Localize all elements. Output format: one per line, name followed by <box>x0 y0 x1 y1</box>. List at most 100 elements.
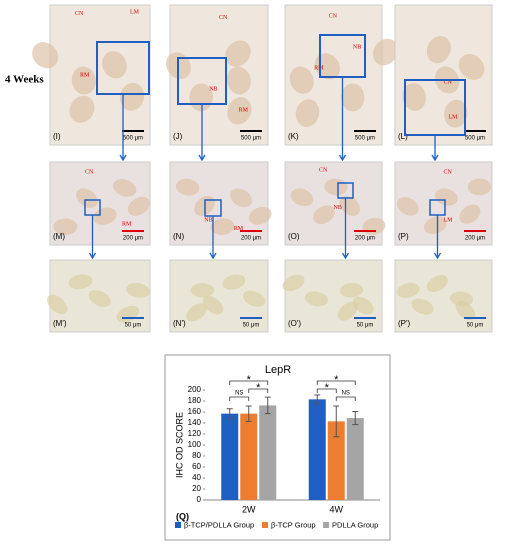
annotation: CN <box>444 79 453 85</box>
micrograph <box>169 4 269 146</box>
arrow-head <box>433 252 442 260</box>
tissue <box>396 282 420 298</box>
tissue <box>372 38 398 66</box>
annotation: CN <box>75 11 84 17</box>
tissue <box>424 216 447 234</box>
significance: * <box>247 374 252 386</box>
annotation: RM <box>234 226 244 232</box>
error-bar <box>314 394 321 405</box>
tissue <box>426 274 448 293</box>
tissue <box>337 301 358 321</box>
panel-label: (Q) <box>176 511 189 521</box>
tissue <box>467 178 492 196</box>
tissue <box>76 188 98 208</box>
tissue <box>71 66 96 95</box>
scale-text: 200 μm <box>355 236 375 242</box>
arrow-head <box>119 154 127 162</box>
scale-text: 500 μm <box>241 136 261 142</box>
tissue <box>455 300 476 321</box>
arrow-head <box>338 154 347 162</box>
tissue <box>47 294 68 315</box>
bracket <box>316 388 337 393</box>
scale-text: 200 μm <box>241 236 261 242</box>
error-bar <box>264 396 271 415</box>
tissue <box>402 83 426 111</box>
tissue <box>175 178 200 196</box>
tissue <box>444 99 468 128</box>
annotation: CN <box>85 169 94 175</box>
tissue <box>126 282 150 298</box>
tissue <box>289 66 314 94</box>
tissue <box>426 36 451 64</box>
scale-text: 500 μm <box>465 136 485 142</box>
tissue <box>230 188 252 208</box>
panel-label: (P') <box>398 319 411 328</box>
significance: * <box>325 382 330 394</box>
annotation: LM <box>444 217 454 223</box>
tissue <box>68 274 93 290</box>
bracket <box>229 380 269 385</box>
annotation: CN <box>319 168 328 174</box>
scale-text: 500 μm <box>123 136 143 142</box>
error-bar <box>245 405 252 422</box>
tissue <box>314 53 341 80</box>
y-tick-label: 160 <box>188 407 202 416</box>
tissue <box>210 218 235 235</box>
x-tick-label: 2W <box>242 504 256 514</box>
bracket <box>335 396 356 401</box>
tissue <box>304 291 328 307</box>
error-bar <box>226 408 233 420</box>
x-tick-label: 4W <box>330 504 344 514</box>
scale-text: 200 μm <box>465 236 485 242</box>
scale-text: 50 μm <box>357 323 374 329</box>
significance: NS <box>342 391 350 397</box>
annotation: LM <box>448 114 458 120</box>
panel-label: (N') <box>173 319 186 328</box>
tissue <box>282 274 305 292</box>
tissue <box>225 40 251 67</box>
panel-label: (O) <box>288 232 300 241</box>
scale-text: 50 μm <box>467 323 484 329</box>
y-tick-label: 200 <box>188 385 202 394</box>
annotation: RM <box>80 72 90 78</box>
scale-text: 200 μm <box>123 236 143 242</box>
arrow-head <box>431 154 439 162</box>
micrograph <box>49 4 151 146</box>
tissue <box>339 283 364 298</box>
tissue <box>222 274 246 290</box>
tissue <box>459 204 481 224</box>
bar <box>221 413 239 500</box>
y-axis-label: IHC OD SCORE <box>174 412 184 478</box>
annotation: NB <box>334 205 342 211</box>
annotation: RM <box>239 107 249 113</box>
bar <box>259 405 277 500</box>
bracket <box>229 396 250 401</box>
legend-label: β-TCP/PDLLA Group <box>184 520 254 529</box>
bar <box>240 413 258 500</box>
legend-swatch <box>323 522 329 528</box>
tissue <box>411 298 434 315</box>
tissue <box>202 295 224 315</box>
tissue <box>295 99 320 127</box>
bar <box>346 418 364 500</box>
tissue <box>242 290 266 307</box>
tissue <box>88 290 111 307</box>
tissue <box>434 188 458 206</box>
tissue <box>290 188 314 207</box>
significance: * <box>334 374 339 386</box>
bracket <box>248 388 269 393</box>
panel-label: (M) <box>53 232 65 241</box>
tissue <box>339 196 360 216</box>
annotation: NB <box>204 217 212 223</box>
legend-label: β-TCP Group <box>271 520 316 529</box>
bar <box>327 421 345 500</box>
annotation: RM <box>122 222 132 228</box>
micrograph <box>284 259 383 333</box>
tissue <box>352 296 374 315</box>
annotation: CN <box>329 14 338 20</box>
panel-label: (L) <box>398 132 408 141</box>
y-tick-label: 80 <box>192 451 201 460</box>
legend-swatch <box>175 522 181 528</box>
tissue <box>313 205 335 225</box>
panel-label: (M') <box>53 319 67 328</box>
